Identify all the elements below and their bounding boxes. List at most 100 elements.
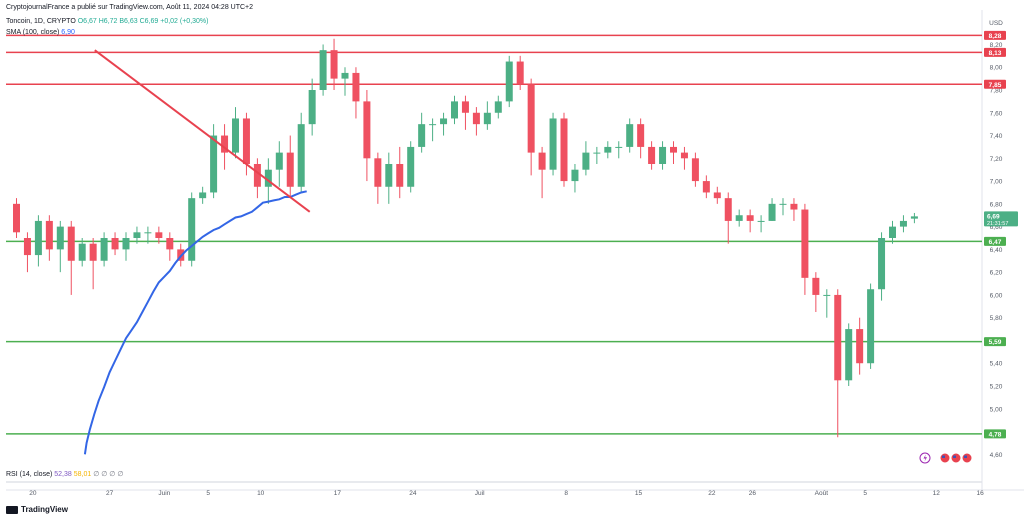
candle-body (67, 226, 75, 261)
sma-value: 6,90 (61, 29, 75, 36)
candle-body (330, 50, 338, 79)
candle-body (23, 238, 31, 256)
level-tag (984, 337, 1006, 347)
candle-body (757, 220, 765, 222)
candle-body (242, 118, 250, 164)
candle-body (680, 152, 688, 159)
x-tick-label: 22 (708, 490, 716, 497)
candle-body (199, 192, 207, 199)
candle-body (768, 203, 776, 221)
candle-body (483, 112, 491, 125)
y-tick-label: 8,20 (990, 42, 1003, 49)
candle-body (144, 232, 152, 234)
y-tick-label: 7,00 (990, 179, 1003, 186)
candle-body (461, 101, 469, 113)
candle-body (702, 181, 710, 193)
y-tick-label: 7,80 (990, 88, 1003, 95)
x-tick-label: 24 (409, 490, 417, 497)
flag-canton (942, 455, 945, 458)
level-tag (984, 79, 1006, 89)
x-tick-label: 15 (635, 490, 643, 497)
candle-body (790, 203, 798, 210)
x-tick-label: Juil (475, 490, 485, 497)
candle-body (253, 164, 261, 187)
rsi-ma-value: 58,01 (73, 471, 92, 478)
candle-body (232, 118, 239, 153)
candle-body (910, 216, 918, 219)
level-tag (984, 47, 1006, 57)
candle-body (899, 220, 907, 227)
flag-canton (964, 455, 967, 458)
x-tick-label: 12 (933, 490, 941, 497)
countdown-label: 21:31:57 (987, 221, 1008, 227)
currency-label: USD (989, 20, 1003, 27)
y-tick-label: 5,80 (990, 315, 1003, 322)
candle-body (308, 90, 316, 125)
x-tick-label: 26 (749, 490, 757, 497)
level-label: 8,13 (989, 50, 1002, 57)
candle-body (319, 50, 327, 90)
candle-body (494, 101, 502, 113)
candle-body (735, 215, 743, 221)
level-label: 6,47 (989, 239, 1002, 246)
y-tick-label: 7,60 (990, 110, 1003, 117)
candle-body (746, 215, 754, 221)
candle-body (845, 329, 853, 381)
symbol-name: Toncoin, 1D, CRYPTO (6, 18, 76, 25)
candle-body (133, 232, 141, 238)
tradingview-brand[interactable]: TradingView (6, 505, 68, 514)
x-tick-label: 16 (976, 490, 984, 497)
candle-body (889, 226, 896, 238)
x-tick-label: 5 (206, 490, 210, 497)
candle-body (560, 118, 568, 182)
candle-body (341, 72, 349, 79)
candle-body (407, 146, 415, 187)
candle-body (648, 146, 656, 164)
candle-body (691, 158, 699, 182)
candle-body (363, 101, 371, 159)
y-tick-label: 5,20 (990, 384, 1003, 391)
candle-body (122, 238, 130, 250)
candle-body (13, 203, 20, 233)
x-tick-label: 27 (106, 490, 114, 497)
sma-line (83, 190, 307, 455)
y-tick-label: 6,20 (990, 270, 1003, 277)
candle-body (297, 124, 305, 187)
candle-body (385, 164, 393, 187)
flag-canton (953, 455, 956, 458)
level-label: 5,59 (989, 339, 1002, 346)
y-tick-label: 6,60 (990, 224, 1003, 231)
candle-body (210, 135, 218, 193)
candle-body (56, 226, 64, 250)
candle-body (801, 209, 809, 278)
trendline (94, 49, 311, 213)
candle-body (188, 198, 196, 261)
candle-body (604, 146, 612, 153)
level-tag (984, 429, 1006, 439)
candle-body (111, 238, 119, 250)
candle-body (89, 243, 97, 261)
candle-body (352, 72, 360, 102)
candle-body (286, 152, 294, 187)
candle-body (45, 220, 53, 250)
candle-body (100, 238, 108, 261)
last-price-label: 6,69 (987, 213, 1000, 220)
candle-body (166, 238, 174, 250)
candle-body (527, 84, 535, 153)
rsi-legend: RSI (14, close) 52,38 58,01 ∅ ∅ ∅ ∅ (6, 470, 123, 478)
candle-body (713, 192, 721, 199)
rsi-extra: ∅ ∅ ∅ ∅ (93, 471, 124, 478)
candle-body (538, 152, 546, 170)
candle-body (812, 277, 820, 295)
y-tick-label: 4,60 (990, 452, 1003, 459)
y-tick-label: 5,40 (990, 361, 1003, 368)
x-tick-label: 5 (863, 490, 867, 497)
x-tick-label: 17 (334, 490, 342, 497)
candle-body (615, 146, 623, 148)
x-tick-label: Août (815, 490, 829, 497)
candle-body (856, 329, 864, 364)
candle-body (779, 203, 787, 205)
y-tick-label: 7,40 (990, 133, 1003, 140)
candle-body (451, 101, 458, 119)
candle-body (472, 112, 480, 125)
